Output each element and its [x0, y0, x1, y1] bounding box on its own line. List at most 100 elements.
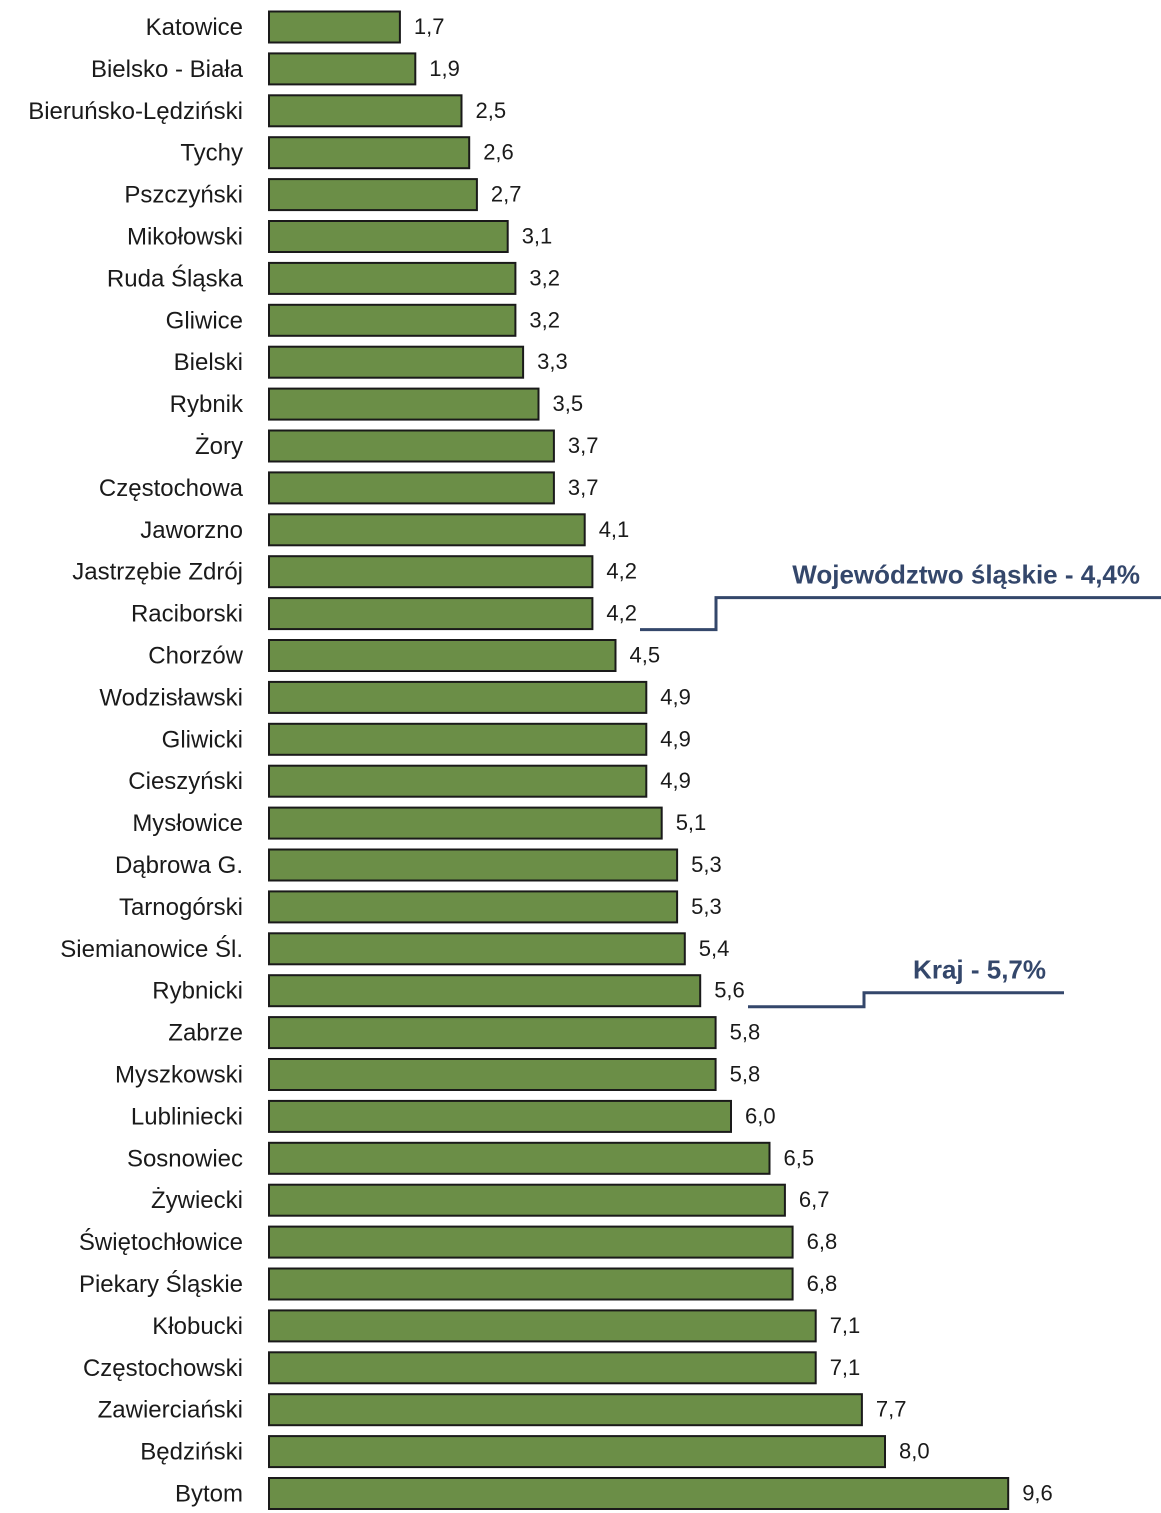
- value-label-myszkowski: 5,8: [730, 1062, 761, 1087]
- value-label-jastrzebie-zdroj: 4,2: [606, 559, 637, 584]
- category-label-zory: Żory: [195, 433, 243, 460]
- bar-rybnicki: [268, 974, 702, 1008]
- value-label-bierunsko-ledzinski: 2,5: [476, 98, 507, 123]
- category-label-dabrowa-g: Dąbrowa G.: [115, 852, 243, 879]
- bar-jastrzebie-zdroj: [268, 555, 594, 589]
- category-label-mikolowski: Mikołowski: [127, 224, 243, 251]
- bar-rybnik: [268, 387, 540, 421]
- bar-siemianowice-sl: [268, 932, 686, 966]
- value-label-myslowice: 5,1: [676, 810, 707, 835]
- bar-bytom: [268, 1477, 1010, 1510]
- reference-label-kraj: Kraj - 5,7%: [913, 955, 1046, 985]
- value-label-bielski: 3,3: [537, 349, 568, 374]
- bar-zawiercianski: [268, 1393, 863, 1427]
- category-label-gliwicki: Gliwicki: [162, 726, 243, 753]
- value-label-tychy: 2,6: [483, 140, 514, 165]
- value-label-ruda-slaska: 3,2: [529, 265, 560, 290]
- bar-piekary-slaskie: [268, 1267, 794, 1301]
- value-labels: 1,71,92,52,62,73,13,23,23,33,53,73,74,14…: [414, 14, 1053, 1506]
- value-label-klobucki: 7,1: [830, 1313, 861, 1338]
- bar-bedzinski: [268, 1435, 886, 1469]
- category-label-cieszynski: Cieszyński: [128, 768, 243, 795]
- category-label-tarnogorski: Tarnogórski: [119, 894, 243, 921]
- bar-zabrze: [268, 1016, 717, 1050]
- category-label-bielski: Bielski: [174, 349, 243, 376]
- category-label-lubliniecki: Lubliniecki: [131, 1103, 243, 1130]
- category-label-rybnik: Rybnik: [170, 391, 244, 418]
- value-label-siemianowice-sl: 5,4: [699, 936, 730, 961]
- value-label-piekary-slaskie: 6,8: [807, 1271, 838, 1296]
- bar-bielski: [268, 345, 525, 379]
- category-label-czestochowski: Częstochowski: [83, 1355, 243, 1382]
- bar-tarnogorski: [268, 890, 679, 924]
- category-label-bierunsko-ledzinski: Bieruńsko-Lędziński: [28, 98, 243, 125]
- bar-dabrowa-g: [268, 848, 679, 882]
- value-label-lubliniecki: 6,0: [745, 1103, 776, 1128]
- bar-mikolowski: [268, 220, 509, 253]
- bar-myszkowski: [268, 1058, 717, 1091]
- bar-katowice: [268, 10, 401, 44]
- value-label-bytom: 9,6: [1022, 1481, 1053, 1506]
- value-label-gliwice: 3,2: [529, 307, 560, 332]
- category-label-jaworzno: Jaworzno: [140, 517, 243, 544]
- bar-bielsko-biala: [268, 52, 417, 86]
- category-label-rybnicki: Rybnicki: [152, 978, 243, 1005]
- value-label-katowice: 1,7: [414, 14, 445, 39]
- value-label-chorzow: 4,5: [630, 643, 661, 668]
- reference-line-wojewodztwo: [640, 596, 1161, 632]
- value-label-czestochowski: 7,1: [830, 1355, 861, 1380]
- value-label-gliwicki: 4,9: [660, 726, 691, 751]
- value-label-dabrowa-g: 5,3: [691, 852, 722, 877]
- bar-gliwicki: [268, 722, 648, 756]
- bar-czestochowa: [268, 471, 555, 505]
- value-label-bielsko-biala: 1,9: [429, 56, 460, 81]
- category-label-chorzow: Chorzów: [148, 643, 243, 670]
- value-label-raciborski: 4,2: [606, 601, 637, 626]
- category-label-myslowice: Mysłowice: [132, 810, 243, 837]
- value-label-jaworzno: 4,1: [599, 517, 630, 542]
- reference-line-kraj: [748, 991, 1064, 1009]
- value-label-cieszynski: 4,9: [660, 768, 691, 793]
- category-label-bielsko-biala: Bielsko - Biała: [91, 56, 244, 83]
- bar-sosnowiec: [268, 1141, 771, 1175]
- category-label-gliwice: Gliwice: [166, 307, 243, 334]
- bar-ruda-slaska: [268, 261, 517, 295]
- value-label-zabrze: 5,8: [730, 1020, 761, 1045]
- reference-label-wojewodztwo: Województwo śląskie - 4,4%: [792, 560, 1140, 590]
- category-label-jastrzebie-zdroj: Jastrzębie Zdrój: [72, 559, 243, 586]
- bars-group: [268, 10, 1010, 1510]
- bar-jaworzno: [268, 513, 586, 547]
- value-label-zywiecki: 6,7: [799, 1187, 830, 1212]
- category-labels: Katowice Bielsko - Biała Bieruńsko-Lędzińs…: [28, 14, 244, 1508]
- bar-cieszynski: [268, 764, 648, 798]
- category-label-sosnowiec: Sosnowiec: [127, 1145, 243, 1172]
- category-label-myszkowski: Myszkowski: [115, 1062, 243, 1089]
- category-label-zawiercianski: Zawierciański: [98, 1397, 243, 1424]
- category-label-bytom: Bytom: [175, 1481, 243, 1508]
- value-label-bedzinski: 8,0: [899, 1439, 930, 1464]
- bar-raciborski: [268, 597, 594, 631]
- category-label-raciborski: Raciborski: [131, 601, 243, 628]
- bar-gliwice: [268, 303, 517, 337]
- bar-wodzislawski: [268, 680, 648, 714]
- value-label-swietochlowice: 6,8: [807, 1229, 838, 1254]
- bar-lubliniecki: [268, 1099, 732, 1133]
- reference-annotations: Województwo śląskie - 4,4% Kraj - 5,7%: [640, 560, 1161, 1009]
- category-label-klobucki: Kłobucki: [152, 1313, 243, 1340]
- bar-tychy: [268, 136, 471, 170]
- bar-zywiecki: [268, 1183, 786, 1217]
- value-label-zory: 3,7: [568, 433, 599, 458]
- bar-czestochowski: [268, 1351, 817, 1385]
- value-label-rybnik: 3,5: [553, 391, 584, 416]
- category-label-czestochowa: Częstochowa: [99, 475, 244, 502]
- category-label-pszczynski: Pszczyński: [124, 182, 243, 209]
- value-label-sosnowiec: 6,5: [784, 1145, 815, 1170]
- bar-swietochlowice: [268, 1225, 794, 1259]
- bar-klobucki: [268, 1309, 817, 1343]
- bar-myslowice: [268, 806, 663, 840]
- value-label-tarnogorski: 5,3: [691, 894, 722, 919]
- value-label-rybnicki: 5,6: [714, 978, 745, 1003]
- category-label-siemianowice-sl: Siemianowice Śl.: [60, 935, 243, 963]
- value-label-zawiercianski: 7,7: [876, 1397, 907, 1422]
